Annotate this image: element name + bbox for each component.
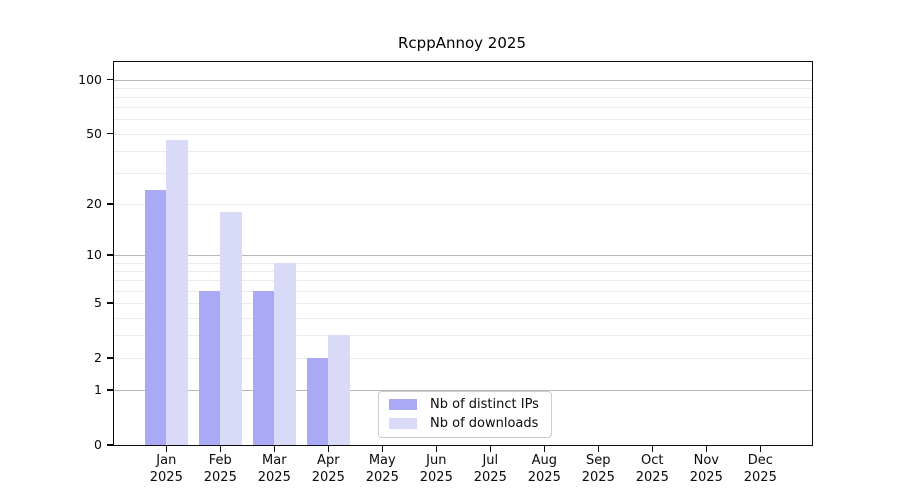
gridline-minor-50 [114,133,812,135]
gridline-minor-60 [114,119,812,121]
gridline-minor-2 [114,358,812,359]
x-tick-label-aug: Aug 2025 [527,453,561,485]
bar-downloads-mar [274,262,296,445]
y-tick-50 [107,132,113,135]
gridline-minor-40 [114,150,812,152]
gridline-minor-5 [114,303,812,305]
y-tick-label-5: 5 [94,295,102,311]
legend-item-downloads: Nb of downloads [389,416,539,431]
legend-item-distinct-ips: Nb of distinct IPs [389,397,539,412]
x-tick-sep [597,446,599,452]
gridline-minor-20 [114,203,812,205]
x-tick-jul [489,446,491,452]
x-tick-label-jul: Jul 2025 [473,453,507,485]
x-tick-label-mar: Mar 2025 [257,453,291,485]
y-tick-label-50: 50 [86,125,102,141]
bar-downloads-apr [328,335,350,445]
y-tick-label-1: 1 [94,382,102,398]
y-tick-label-2: 2 [94,350,102,365]
gridline-minor-90 [114,87,812,89]
x-tick-apr [327,446,329,452]
x-tick-label-may: May 2025 [365,453,399,485]
gridline-minor-80 [114,97,812,98]
x-tick-label-sep: Sep 2025 [581,453,615,485]
y-tick-2 [107,357,113,359]
x-tick-jan [165,446,167,452]
x-tick-mar [273,446,275,452]
x-tick-label-nov: Nov 2025 [689,453,723,485]
x-tick-aug [543,446,545,452]
gridline-minor-6 [114,290,812,292]
gridline-minor-7 [114,280,812,282]
gridline-minor-30 [114,173,812,174]
gridline-major-1 [114,390,812,392]
gridline-minor-70 [114,107,812,109]
gridline-minor-8 [114,271,812,272]
y-tick-label-20: 20 [86,195,102,211]
legend-swatch-distinct-ips [389,399,417,410]
bar-distinct-ips-apr [306,358,329,445]
y-tick-100 [107,78,113,81]
x-tick-label-jan: Jan 2025 [149,453,183,485]
chart-title: RcppAnnoy 2025 [398,34,526,52]
y-tick-1 [107,389,113,391]
gridline-major-10 [114,255,812,257]
x-tick-oct [651,446,653,452]
bar-distinct-ips-feb [198,290,221,445]
gridline-minor-3 [114,335,812,337]
legend-swatch-downloads [389,418,417,429]
y-tick-label-0: 0 [94,437,102,452]
bar-distinct-ips-jan [144,190,167,445]
gridline-minor-4 [114,317,812,319]
gridline-major-100 [114,79,812,81]
y-tick-label-100: 100 [78,71,102,87]
x-tick-nov [705,446,707,452]
x-tick-dec [759,446,761,452]
bar-downloads-jan [166,140,188,445]
legend-label-distinct-ips: Nb of distinct IPs [430,397,539,412]
x-tick-label-feb: Feb 2025 [203,453,237,485]
y-tick-20 [107,203,113,205]
x-tick-label-dec: Dec 2025 [743,453,777,485]
bar-downloads-feb [220,211,242,445]
x-tick-feb [219,446,221,452]
y-tick-10 [107,254,113,256]
legend-label-downloads: Nb of downloads [430,416,539,431]
y-tick-0 [107,444,113,446]
y-tick-label-10: 10 [86,247,102,263]
y-tick-5 [107,302,113,304]
legend: Nb of distinct IPs Nb of downloads [378,391,552,438]
bar-distinct-ips-mar [252,290,275,445]
gridline-minor-9 [114,262,812,264]
x-tick-jun [435,446,437,452]
x-tick-may [381,446,383,452]
x-tick-label-jun: Jun 2025 [419,453,453,485]
plot-area: Nb of distinct IPs Nb of downloads 0 1 2 5 1… [78,61,813,485]
x-tick-label-oct: Oct 2025 [635,453,669,485]
x-tick-label-apr: Apr 2025 [311,453,345,485]
